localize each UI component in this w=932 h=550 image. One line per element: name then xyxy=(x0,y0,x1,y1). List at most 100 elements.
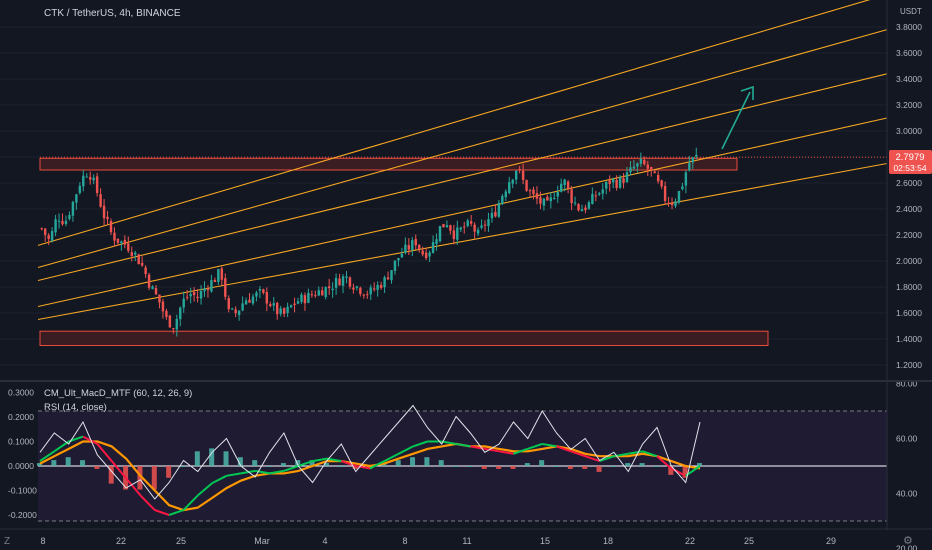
candle-body[interactable] xyxy=(154,288,158,295)
candle-body[interactable] xyxy=(47,235,50,240)
candle-body[interactable] xyxy=(559,183,563,192)
candle-body[interactable] xyxy=(397,258,400,261)
candle-body[interactable] xyxy=(424,252,428,259)
candle-body[interactable] xyxy=(418,244,421,250)
candle-body[interactable] xyxy=(573,202,577,204)
candle-body[interactable] xyxy=(248,299,251,303)
candle-body[interactable] xyxy=(501,195,504,204)
candle-body[interactable] xyxy=(466,220,469,227)
candle-body[interactable] xyxy=(40,228,43,230)
candle-body[interactable] xyxy=(615,179,618,188)
candle-body[interactable] xyxy=(608,180,611,185)
candle-body[interactable] xyxy=(227,298,230,310)
candle-body[interactable] xyxy=(137,254,140,265)
candle-body[interactable] xyxy=(134,252,137,255)
candle-body[interactable] xyxy=(473,224,476,232)
candle-body[interactable] xyxy=(497,202,501,217)
candle-body[interactable] xyxy=(611,179,615,183)
candle-body[interactable] xyxy=(95,176,99,194)
candle-body[interactable] xyxy=(279,308,282,314)
candle-body[interactable] xyxy=(521,170,525,181)
candle-body[interactable] xyxy=(556,191,559,197)
candle-body[interactable] xyxy=(511,179,514,184)
candle-body[interactable] xyxy=(255,292,258,297)
candle-body[interactable] xyxy=(172,328,175,330)
candle-body[interactable] xyxy=(677,190,681,203)
candle-body[interactable] xyxy=(670,202,674,206)
candle-body[interactable] xyxy=(179,307,182,320)
candle-body[interactable] xyxy=(431,242,435,253)
candle-body[interactable] xyxy=(189,293,192,297)
candle-body[interactable] xyxy=(272,303,275,306)
candle-body[interactable] xyxy=(338,278,341,286)
candle-body[interactable] xyxy=(622,178,625,183)
candle-body[interactable] xyxy=(414,238,417,246)
candle-body[interactable] xyxy=(307,292,310,303)
candle-body[interactable] xyxy=(334,277,338,288)
candle-body[interactable] xyxy=(71,201,75,216)
candle-body[interactable] xyxy=(352,287,355,290)
candle-body[interactable] xyxy=(123,239,127,245)
candle-body[interactable] xyxy=(331,288,334,291)
candle-body[interactable] xyxy=(127,243,130,251)
candle-body[interactable] xyxy=(553,197,556,199)
candle-body[interactable] xyxy=(120,241,123,244)
candle-body[interactable] xyxy=(598,193,601,195)
candle-body[interactable] xyxy=(528,190,532,192)
candle-body[interactable] xyxy=(632,166,636,169)
candle-body[interactable] xyxy=(411,240,414,250)
candle-body[interactable] xyxy=(82,175,85,187)
candle-body[interactable] xyxy=(206,288,210,291)
candle-body[interactable] xyxy=(265,291,269,304)
candle-body[interactable] xyxy=(161,301,165,312)
candle-body[interactable] xyxy=(286,306,289,313)
candle-body[interactable] xyxy=(199,290,203,299)
candle-body[interactable] xyxy=(639,158,643,164)
candle-body[interactable] xyxy=(681,186,684,190)
candle-body[interactable] xyxy=(109,221,113,233)
candle-body[interactable] xyxy=(386,277,390,280)
candle-body[interactable] xyxy=(629,167,632,173)
candle-body[interactable] xyxy=(317,290,320,296)
candle-body[interactable] xyxy=(376,284,379,290)
candles[interactable] xyxy=(40,147,698,337)
candle-body[interactable] xyxy=(667,202,670,204)
candle-body[interactable] xyxy=(262,289,265,293)
candle-body[interactable] xyxy=(438,225,442,242)
candle-body[interactable] xyxy=(116,238,120,243)
candle-body[interactable] xyxy=(43,228,47,235)
candle-body[interactable] xyxy=(625,172,629,182)
candle-body[interactable] xyxy=(314,295,317,297)
candle-body[interactable] xyxy=(175,318,179,330)
candle-body[interactable] xyxy=(224,278,227,297)
candle-body[interactable] xyxy=(165,310,168,317)
candle-body[interactable] xyxy=(563,179,566,186)
candle-body[interactable] xyxy=(50,230,54,241)
candle-body[interactable] xyxy=(390,270,393,281)
candle-body[interactable] xyxy=(303,295,307,304)
candle-body[interactable] xyxy=(490,213,494,219)
candle-body[interactable] xyxy=(428,252,431,257)
candle-body[interactable] xyxy=(584,207,587,211)
candle-body[interactable] xyxy=(449,225,452,231)
candle-body[interactable] xyxy=(504,191,508,198)
candle-body[interactable] xyxy=(282,308,286,314)
candle-body[interactable] xyxy=(237,310,241,316)
candle-body[interactable] xyxy=(54,219,57,233)
candle-body[interactable] xyxy=(435,239,438,245)
candle-body[interactable] xyxy=(99,194,102,207)
candle-body[interactable] xyxy=(345,276,348,278)
candle-body[interactable] xyxy=(494,211,497,217)
candle-body[interactable] xyxy=(168,315,172,328)
candle-body[interactable] xyxy=(695,154,698,157)
candle-body[interactable] xyxy=(113,232,116,241)
candle-body[interactable] xyxy=(456,227,459,240)
candle-body[interactable] xyxy=(144,267,147,275)
candle-body[interactable] xyxy=(546,196,549,201)
timezone-glyph[interactable]: Z xyxy=(4,536,10,547)
candle-body[interactable] xyxy=(535,193,539,199)
candle-body[interactable] xyxy=(234,309,237,314)
candle-body[interactable] xyxy=(369,287,372,295)
candle-body[interactable] xyxy=(372,288,376,290)
candle-body[interactable] xyxy=(407,245,411,250)
